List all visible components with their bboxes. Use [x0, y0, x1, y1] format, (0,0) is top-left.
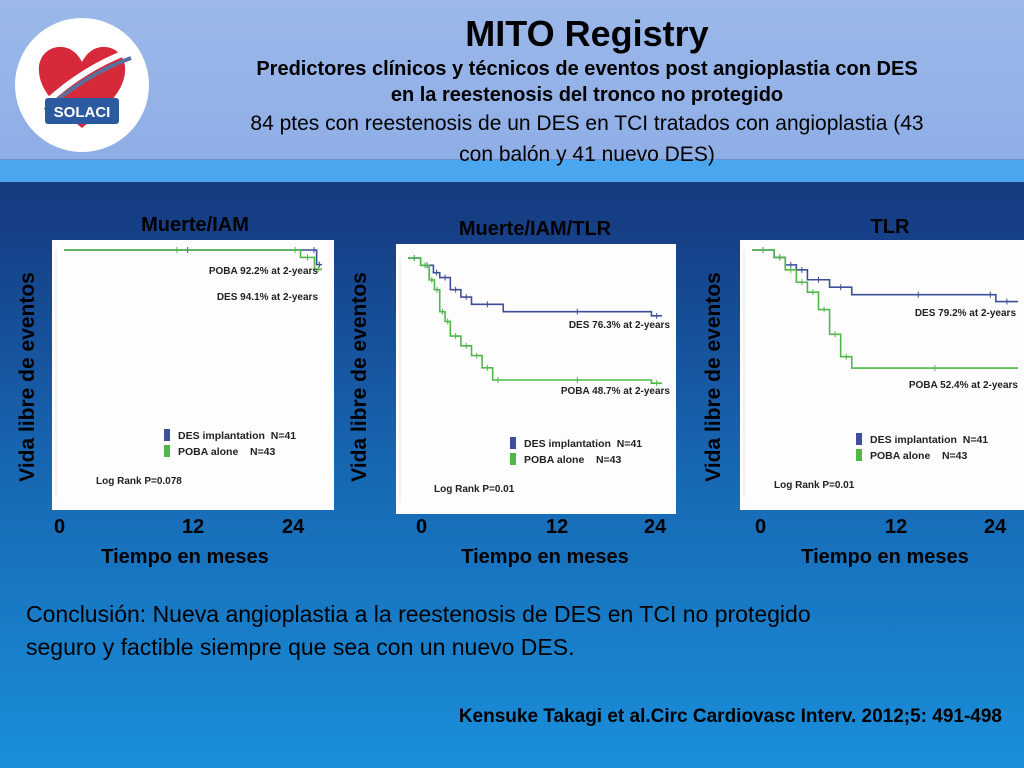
- conclusion-line1: Conclusión: Nueva angioplastia a la rees…: [26, 601, 811, 627]
- chart-3-annotation-1: POBA 52.4% at 2-years: [909, 380, 1019, 391]
- chart-2-legend-swatch-0: [510, 437, 516, 449]
- chart-3-xtick-12: 12: [885, 516, 908, 538]
- chart-3-plot: DES 79.2% at 2-years POBA 52.4% at 2-year…: [740, 240, 1024, 510]
- chart-3-legend-label-0: DES implantation N=41: [870, 434, 988, 446]
- description-line1: 84 ptes con reestenosis de un DES en TCI…: [250, 112, 924, 135]
- chart-2-annotation-1: POBA 48.7% at 2-years: [561, 386, 671, 397]
- chart-2-xtick-24: 24: [644, 516, 667, 538]
- solaci-logo: SOLACI: [15, 18, 149, 152]
- chart-2-legend-label-1: POBA alone N=43: [524, 454, 622, 466]
- chart-3-annotation-2: Log Rank P=0.01: [774, 480, 855, 491]
- chart-1-legend-swatch-1: [164, 445, 170, 457]
- chart-2-ylabel: Vida libre de eventos: [348, 272, 371, 482]
- chart-2-xlabel: Tiempo en meses: [461, 546, 629, 568]
- chart-2-title: Muerte/IAM/TLR: [458, 218, 612, 240]
- chart-1-series-poba-line: [64, 249, 322, 271]
- chart-1-annotation-1: DES 94.1% at 2-years: [217, 292, 319, 303]
- chart-1-xtick-0: 0: [54, 516, 66, 538]
- header-stripe: [0, 160, 1024, 182]
- chart-2-annotation-0: DES 76.3% at 2-years: [569, 320, 671, 331]
- chart-1-xtick-24: 24: [282, 516, 305, 538]
- heart-logo-icon: SOLACI: [38, 46, 132, 129]
- chart-2-series-poba-line: [408, 257, 662, 384]
- chart-3-xtick-0: 0: [755, 516, 767, 538]
- chart-1-annotation-2: Log Rank P=0.078: [96, 476, 182, 487]
- logo-text: SOLACI: [54, 104, 111, 121]
- chart-2-legend-label-0: DES implantation N=41: [524, 438, 642, 450]
- chart-3-xtick-24: 24: [984, 516, 1007, 538]
- chart-2-xtick-12: 12: [546, 516, 569, 538]
- chart-1-plot: POBA 92.2% at 2-years DES 94.1% at 2-year…: [52, 240, 334, 510]
- chart-1-ylabel: Vida libre de eventos: [16, 272, 39, 482]
- chart-2-legend-swatch-1: [510, 453, 516, 465]
- citation: Kensuke Takagi et al.Circ Cardiovasc Int…: [458, 706, 1002, 727]
- chart-1-annotation-0: POBA 92.2% at 2-years: [209, 266, 319, 277]
- chart-2-xtick-0: 0: [416, 516, 428, 538]
- description-line2: con balón y 41 nuevo DES): [459, 143, 715, 166]
- chart-3-series-des-line: [752, 249, 1018, 303]
- page-subtitle-line2: en la reestenosis del tronco no protegid…: [390, 84, 784, 106]
- chart-3-title: TLR: [870, 216, 910, 238]
- chart-1-xlabel: Tiempo en meses: [101, 546, 269, 568]
- chart-3-legend-swatch-1: [856, 449, 862, 461]
- chart-3-legend-label-1: POBA alone N=43: [870, 450, 968, 462]
- chart-3-xlabel: Tiempo en meses: [801, 546, 969, 568]
- chart-1-legend-label-0: DES implantation N=41: [178, 430, 296, 442]
- conclusion-line2: seguro y factible siempre que sea con un…: [26, 634, 575, 660]
- chart-3-legend-swatch-0: [856, 433, 862, 445]
- chart-1-legend-swatch-0: [164, 429, 170, 441]
- header-bar: [0, 0, 1024, 160]
- chart-1-xtick-12: 12: [182, 516, 205, 538]
- chart-2-plot: DES 76.3% at 2-years POBA 48.7% at 2-year…: [396, 244, 676, 514]
- conclusion-text: Conclusión: Nueva angioplastia a la rees…: [26, 598, 1016, 664]
- chart-3-ylabel: Vida libre de eventos: [702, 272, 725, 482]
- chart-1-title: Muerte/IAM: [141, 214, 249, 236]
- title-block: MITO Registry Predictores clínicos y téc…: [160, 12, 1014, 170]
- page-subtitle-line1: Predictores clínicos y técnicos de event…: [256, 58, 918, 80]
- chart-2-series-des-line: [408, 257, 662, 317]
- chart-3-annotation-0: DES 79.2% at 2-years: [915, 308, 1017, 319]
- chart-2-svg: DES 76.3% at 2-years POBA 48.7% at 2-year…: [399, 255, 671, 502]
- chart-3-svg: DES 79.2% at 2-years POBA 52.4% at 2-year…: [743, 247, 1019, 498]
- chart-1-svg: POBA 92.2% at 2-years DES 94.1% at 2-year…: [55, 247, 322, 498]
- chart-1-series-des-line: [64, 249, 322, 266]
- page-title: MITO Registry: [465, 13, 709, 54]
- chart-1-legend-label-1: POBA alone N=43: [178, 446, 276, 458]
- chart-2-annotation-2: Log Rank P=0.01: [434, 484, 515, 495]
